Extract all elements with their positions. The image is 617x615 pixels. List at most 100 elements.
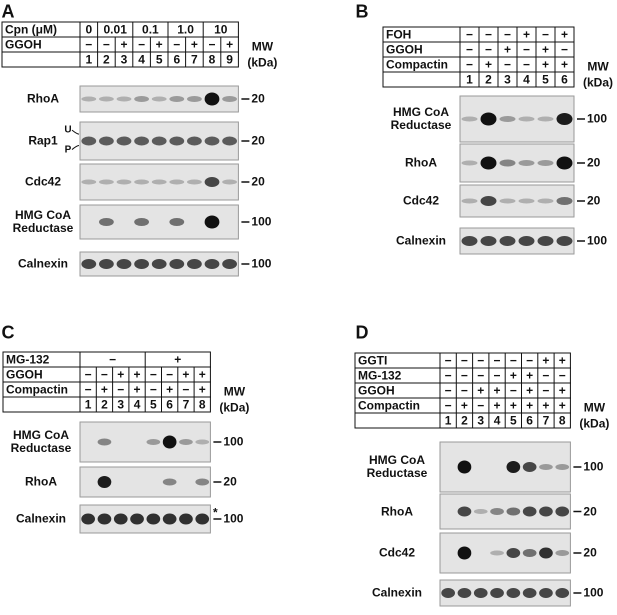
band (457, 588, 472, 598)
header-cell: − (173, 37, 181, 51)
mw-label: MW (587, 59, 609, 73)
header-cell: + (542, 353, 550, 367)
mw-marker: 100 (223, 511, 244, 526)
band (187, 136, 202, 146)
sublabel: P (64, 144, 72, 156)
header-cell: 0.1 (142, 22, 159, 36)
header-cell: + (493, 383, 501, 397)
mw-unit: (kDa) (582, 75, 614, 89)
header-cell: − (465, 27, 474, 41)
lane-number: 8 (558, 413, 566, 427)
band (195, 478, 210, 486)
band (539, 464, 553, 470)
header-cell: 0.01 (103, 22, 127, 36)
header-cell: − (182, 382, 190, 396)
header-cell: + (460, 398, 468, 412)
band (499, 159, 516, 167)
band (151, 136, 167, 146)
band (187, 259, 202, 269)
band (204, 215, 220, 229)
header-cell: + (541, 57, 550, 71)
mw-marker: 100 (223, 434, 244, 449)
header-cell: − (503, 27, 512, 41)
header-cell: − (560, 42, 569, 56)
header-cell: + (120, 37, 128, 51)
lane-number: 4 (138, 52, 145, 66)
header-label: GGOH (386, 42, 423, 56)
band (204, 177, 220, 187)
header-cell: − (208, 37, 216, 51)
band (222, 136, 237, 146)
header-cell: − (444, 398, 452, 412)
header-cell: − (84, 382, 92, 396)
blot-label: RhoA (381, 504, 413, 518)
header-cell: 0 (85, 22, 93, 36)
header-cell: + (560, 57, 569, 71)
header-cell: − (522, 42, 531, 56)
header-label: MG-132 (6, 352, 50, 366)
lane-number: 9 (226, 52, 233, 66)
band (490, 588, 504, 598)
header-cell: + (182, 367, 190, 381)
band (81, 513, 95, 525)
blot (459, 184, 575, 218)
band (556, 113, 573, 125)
band (134, 136, 149, 146)
blot-label: Rap1 (28, 133, 58, 148)
panel-label: B (355, 1, 369, 22)
header-cell: − (493, 368, 501, 382)
band (81, 136, 97, 146)
band (556, 197, 573, 205)
band (116, 179, 132, 185)
band (461, 160, 478, 166)
header-cell: − (558, 368, 566, 382)
band (130, 513, 144, 525)
header-cell: + (100, 382, 108, 396)
band (499, 116, 516, 122)
header-label: GGOH (5, 37, 42, 51)
band (556, 236, 573, 246)
header-cell: + (190, 37, 198, 51)
mw-label: MW (223, 384, 246, 398)
band (99, 218, 114, 226)
band (457, 506, 472, 517)
band (518, 116, 535, 122)
lane-number: 4 (493, 413, 501, 427)
header-cell: − (166, 367, 174, 381)
header-cell: + (155, 37, 163, 51)
header-cell: − (503, 57, 512, 71)
band (461, 236, 478, 246)
header-cell: + (484, 57, 493, 71)
blot-label: RhoA (405, 155, 437, 170)
header-cell: + (117, 367, 125, 381)
blot-label: RhoA (27, 91, 59, 106)
blot-label: Cdc42 (402, 193, 440, 208)
band (204, 259, 220, 269)
band (506, 548, 521, 558)
lane-number: 6 (561, 72, 568, 86)
blot (459, 95, 575, 143)
lane-number: 6 (166, 397, 173, 411)
header-cell: + (526, 368, 534, 382)
lane-number: 1 (444, 413, 452, 427)
band (518, 236, 535, 246)
band (116, 259, 132, 269)
lane-number: 3 (504, 72, 511, 86)
header-cell: + (558, 383, 566, 397)
header-cell: − (509, 353, 517, 367)
header-label: GGTI (358, 353, 388, 367)
band (99, 179, 114, 185)
band (480, 112, 497, 126)
band (81, 179, 97, 185)
band (522, 462, 537, 472)
header-cell: + (198, 382, 206, 396)
header-label: Compactin (386, 57, 449, 71)
blot (459, 227, 575, 255)
blot-label: Calnexin (17, 256, 68, 271)
mw-label: MW (251, 39, 274, 53)
band (480, 196, 497, 206)
band (537, 160, 554, 166)
header-cell: + (509, 368, 517, 382)
lane-number: 2 (101, 397, 108, 411)
header-cell: − (85, 37, 93, 51)
